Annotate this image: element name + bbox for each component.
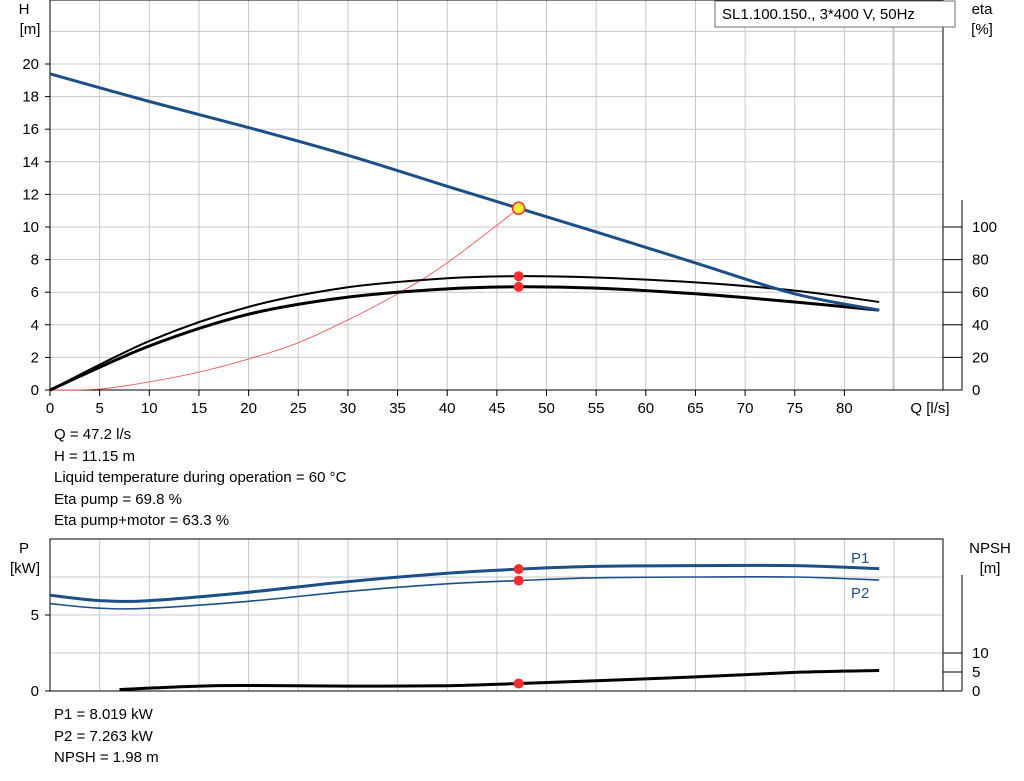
y-right-tick-label: 0: [972, 382, 980, 399]
y-left-tick-label: 0: [31, 382, 39, 399]
y-right-tick-label: 80: [972, 252, 989, 269]
duty-head: H = 11.15 m: [54, 447, 136, 465]
eta-pump-curve: [49, 275, 880, 391]
x-tick-label: 45: [489, 400, 506, 417]
top-y-right-label-line2: [%]: [971, 21, 993, 38]
bottom-chart-curves: [49, 563, 880, 691]
x-tick-label: 65: [687, 400, 704, 417]
bottom-y-left-label-line1: P: [19, 540, 29, 557]
power-info: P1 = 8.019 kW P2 = 7.263 kW NPSH = 1.98 …: [54, 704, 159, 769]
x-tick-label: 20: [240, 400, 257, 417]
x-tick-label: 10: [141, 400, 158, 417]
y-right-tick-label: 20: [972, 349, 989, 366]
x-tick-label: 80: [836, 400, 853, 417]
x-tick-label: 15: [191, 400, 208, 417]
x-tick-label: 60: [637, 400, 654, 417]
top-chart-curves: [49, 72, 880, 392]
y-right-tick-label: 100: [972, 219, 997, 236]
y-left-tick-label: 6: [31, 284, 39, 301]
bottom-y-right-tick-label: 5: [972, 664, 980, 681]
bottom-y-right-tick-label: 10: [972, 645, 989, 662]
top-y-left-label-line1: H: [19, 1, 30, 18]
x-tick-label: 35: [389, 400, 406, 417]
x-tick-label: 25: [290, 400, 307, 417]
duty-eta-pump-motor: Eta pump+motor = 63.3 %: [54, 512, 230, 529]
duty-liquid-temperature: Liquid temperature during operation = 60…: [54, 469, 347, 486]
bottom-y-left-tick-label: 0: [31, 683, 39, 700]
y-left-tick-label: 8: [31, 252, 39, 269]
x-tick-label: 30: [340, 400, 357, 417]
top-y-right-label-line1: eta: [972, 1, 994, 18]
bottom-y-right-label-line1: NPSH: [969, 540, 1011, 557]
top-chart-grid: [50, 0, 943, 390]
x-tick-label: 0: [46, 400, 54, 417]
power-npsh: NPSH = 1.98 m: [54, 749, 159, 766]
y-left-tick-label: 12: [22, 186, 39, 203]
x-tick-label: 75: [786, 400, 803, 417]
y-left-tick-label: 14: [22, 154, 39, 171]
y-left-tick-label: 4: [31, 317, 39, 334]
bottom-y-left-tick-label: 5: [31, 607, 39, 624]
duty-eta-pump: Eta pump = 69.8 %: [54, 490, 182, 508]
chart-title: SL1.100.150., 3*400 V, 50Hz: [722, 6, 915, 23]
eta-pump-motor-curve: [49, 285, 880, 392]
y-left-tick-label: 2: [31, 349, 39, 366]
y-left-tick-label: 18: [22, 89, 39, 106]
x-tick-label: 5: [95, 400, 103, 417]
chart-title-box: [714, 0, 956, 28]
bottom-chart-grid: [50, 538, 943, 691]
bottom-y-left-label-line2: [kW]: [10, 560, 40, 577]
head-curve: [49, 72, 880, 312]
duty-point-info: Q = 47.2 l/s H = 11.15 m Liquid temperat…: [54, 424, 346, 532]
top-y-left-label-line2: [m]: [20, 21, 41, 38]
series-label-p2: P2: [851, 585, 869, 602]
x-tick-label: 50: [538, 400, 555, 417]
bottom-y-right-label-line2: [m]: [980, 560, 1001, 577]
npsh-curve: [119, 669, 880, 691]
x-tick-label: 70: [737, 400, 754, 417]
axis-ticks: [45, 63, 963, 692]
power-p2: P2 = 7.263 kW: [54, 727, 153, 745]
p1-duty-marker: [513, 564, 524, 575]
y-right-tick-label: 40: [972, 317, 989, 334]
duty-flow: Q = 47.2 l/s: [54, 426, 132, 443]
p1-curve: [49, 563, 880, 603]
system-curve: [49, 207, 519, 391]
axis-tick-labels: 0 5 10 15 20 25 30 35 40 45 50 55 60 65 70 75 8002468101…: [22, 56, 997, 700]
y-left-tick-label: 20: [22, 56, 39, 73]
eta-pump-motor-duty-marker: [513, 281, 524, 292]
x-tick-label: 40: [439, 400, 456, 417]
y-right-tick-label: 60: [972, 284, 989, 301]
p2-curve: [49, 575, 880, 610]
series-label-p1: P1: [851, 550, 869, 567]
y-left-tick-label: 16: [22, 121, 39, 138]
bottom-y-right-tick-label: 0: [972, 683, 980, 700]
npsh-duty-marker: [513, 678, 524, 689]
p2-duty-marker: [513, 575, 524, 586]
x-tick-label: 55: [588, 400, 605, 417]
top-x-label: Q [l/s]: [910, 400, 949, 417]
eta-pump-duty-marker: [513, 271, 524, 282]
y-left-tick-label: 10: [22, 219, 39, 236]
power-p1: P1 = 8.019 kW: [54, 706, 153, 723]
duty-point-marker: [511, 201, 526, 216]
